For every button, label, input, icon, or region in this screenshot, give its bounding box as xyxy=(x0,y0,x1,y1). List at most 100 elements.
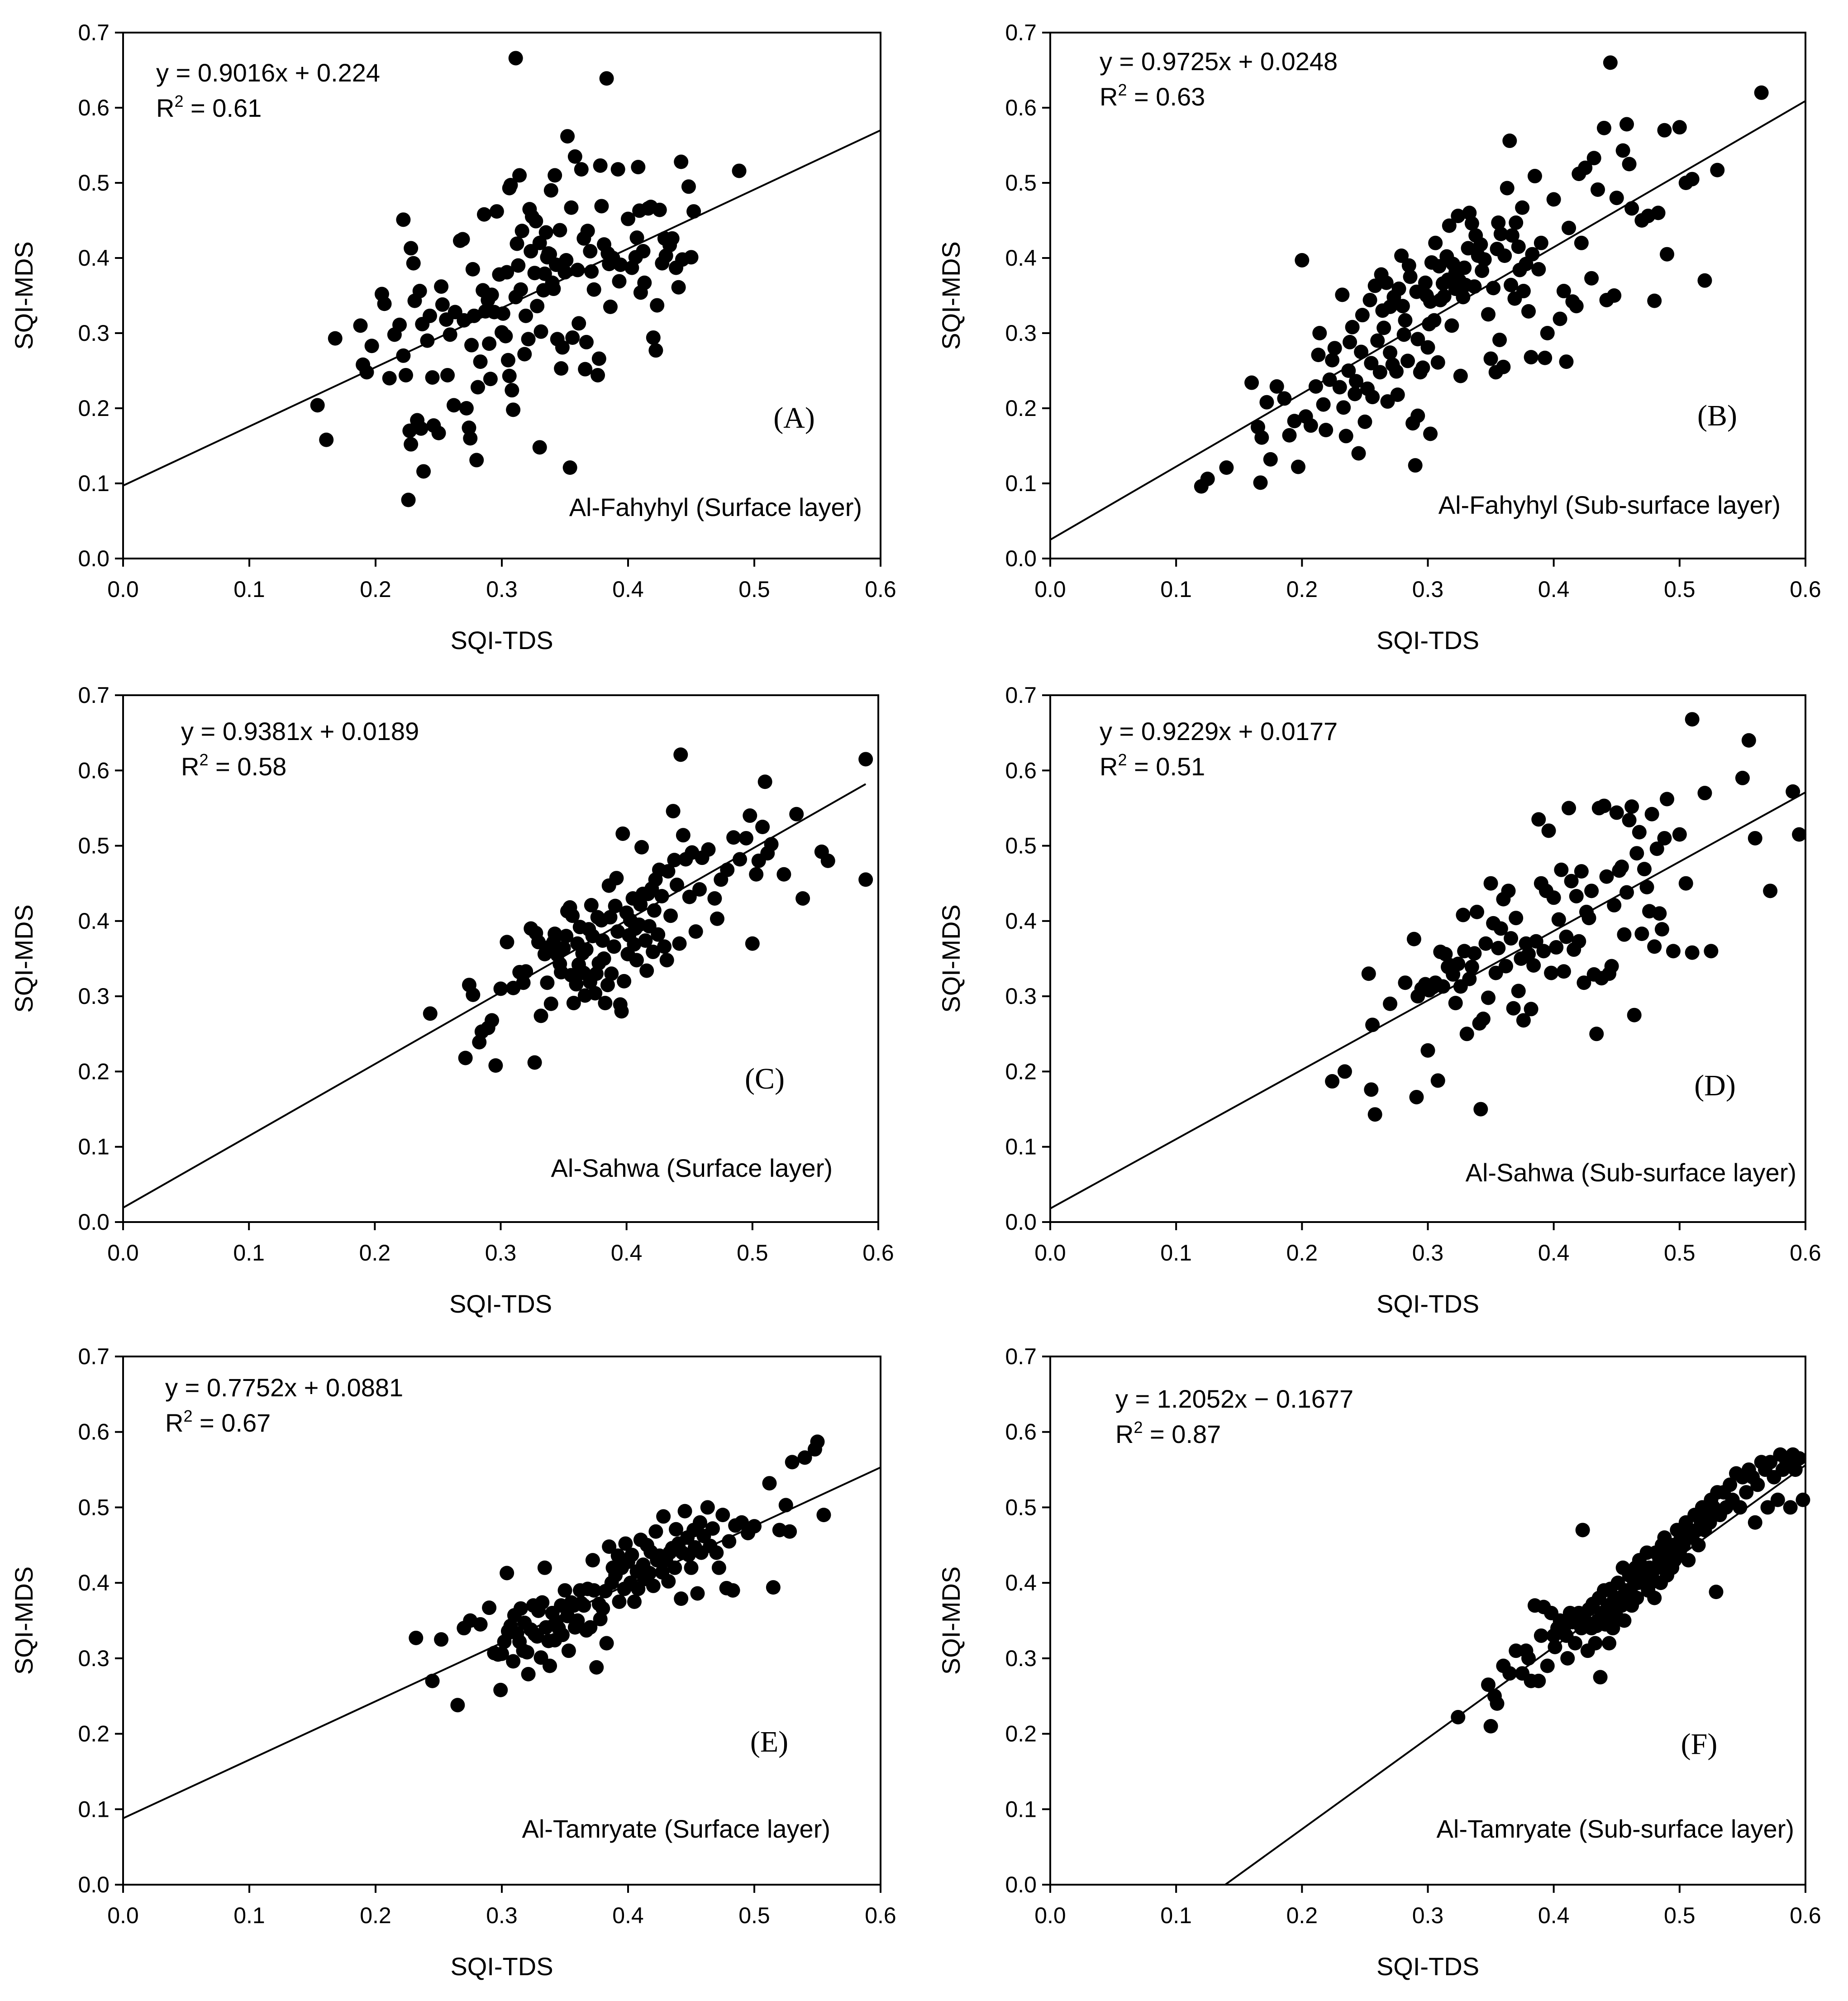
x-tick-label: 0.3 xyxy=(485,1240,517,1266)
x-tick-label: 0.4 xyxy=(612,1903,644,1928)
data-point xyxy=(1490,1696,1505,1711)
x-tick-label: 0.6 xyxy=(865,577,896,602)
data-point xyxy=(594,199,609,214)
data-point xyxy=(1531,812,1546,827)
data-point xyxy=(612,274,627,289)
data-point xyxy=(747,1519,762,1534)
data-point xyxy=(1651,205,1666,220)
data-point xyxy=(404,437,419,452)
x-tick-label: 0.6 xyxy=(862,1240,894,1266)
data-point xyxy=(701,842,716,857)
data-point xyxy=(464,338,479,353)
data-point xyxy=(1401,258,1416,273)
y-tick-label: 0.5 xyxy=(78,170,110,196)
data-point xyxy=(513,1601,528,1616)
data-point xyxy=(556,941,571,955)
data-point xyxy=(1491,215,1506,230)
r-squared-value: = 0.58 xyxy=(208,752,286,781)
r-squared: R2 = 0.63 xyxy=(1100,81,1205,111)
data-point xyxy=(1604,959,1619,974)
data-point xyxy=(692,882,707,897)
data-point xyxy=(789,807,804,821)
y-axis-title: SQI-MDS xyxy=(10,904,38,1013)
data-point xyxy=(455,232,470,247)
data-point xyxy=(1609,191,1624,205)
y-tick-label: 0.7 xyxy=(78,20,110,45)
data-point xyxy=(583,1620,598,1635)
data-point xyxy=(1685,172,1700,186)
data-point xyxy=(1483,876,1498,891)
data-point xyxy=(580,224,595,239)
data-point xyxy=(570,1613,585,1628)
y-tick-label: 0.7 xyxy=(1005,1344,1037,1369)
data-point xyxy=(1219,460,1234,475)
x-axis-title: SQI-TDS xyxy=(1376,1952,1479,1981)
y-tick-label: 0.0 xyxy=(78,1209,110,1235)
r-squared: R2 = 0.61 xyxy=(156,92,262,122)
data-point xyxy=(570,263,585,277)
data-point xyxy=(396,348,411,363)
data-point xyxy=(1632,825,1647,840)
data-point xyxy=(1473,237,1488,252)
data-point xyxy=(1634,926,1649,941)
data-point xyxy=(519,1645,534,1660)
y-tick-label: 0.4 xyxy=(1005,245,1037,271)
y-tick-label: 0.6 xyxy=(1005,1419,1037,1445)
data-point xyxy=(782,1524,797,1539)
data-point xyxy=(434,1632,449,1647)
y-tick-label: 0.5 xyxy=(1005,170,1037,196)
data-point xyxy=(681,179,696,194)
data-point xyxy=(715,1508,730,1523)
data-point xyxy=(423,1006,438,1021)
data-point xyxy=(420,333,435,348)
data-point xyxy=(565,908,580,923)
y-tick-label: 0.3 xyxy=(78,1646,110,1671)
data-point xyxy=(483,372,498,387)
data-point xyxy=(1390,387,1405,402)
data-point xyxy=(1516,284,1531,299)
data-point xyxy=(1574,235,1589,250)
data-point xyxy=(1644,807,1659,821)
data-point xyxy=(579,334,594,349)
y-tick-label: 0.6 xyxy=(78,1419,110,1445)
data-point xyxy=(732,163,747,178)
data-point xyxy=(1710,162,1725,177)
data-point xyxy=(1459,1027,1474,1041)
panel-letter: (F) xyxy=(1681,1728,1718,1761)
data-point xyxy=(1493,226,1508,241)
data-point xyxy=(557,1583,572,1598)
data-point xyxy=(1697,273,1712,288)
data-point xyxy=(722,1534,737,1549)
data-point xyxy=(353,318,368,333)
data-point xyxy=(1461,241,1476,256)
data-point xyxy=(1556,284,1571,299)
data-point xyxy=(559,253,574,267)
data-point xyxy=(638,933,653,948)
data-point xyxy=(416,464,431,479)
data-point xyxy=(576,1598,591,1613)
data-point xyxy=(749,867,764,882)
data-point xyxy=(599,1636,614,1651)
data-point xyxy=(816,1508,831,1523)
data-point xyxy=(589,1660,604,1675)
data-point xyxy=(1498,959,1513,974)
data-point xyxy=(1792,827,1807,842)
data-point xyxy=(1398,313,1413,328)
data-point xyxy=(495,1646,509,1661)
data-point xyxy=(565,330,580,345)
y-tick-label: 0.5 xyxy=(1005,1495,1037,1520)
data-point xyxy=(669,878,684,893)
data-point xyxy=(552,223,567,238)
data-point xyxy=(538,225,553,240)
data-point xyxy=(560,129,575,144)
x-tick-label: 0.5 xyxy=(1664,1240,1696,1266)
data-point xyxy=(1367,278,1382,293)
data-point xyxy=(1341,363,1356,378)
y-tick-label: 0.5 xyxy=(78,833,110,859)
data-point xyxy=(1492,332,1507,347)
y-tick-label: 0.3 xyxy=(78,320,110,346)
data-point xyxy=(700,1500,715,1515)
data-point xyxy=(1548,1639,1562,1654)
x-tick-label: 0.0 xyxy=(107,1240,139,1266)
data-point xyxy=(1335,287,1350,302)
